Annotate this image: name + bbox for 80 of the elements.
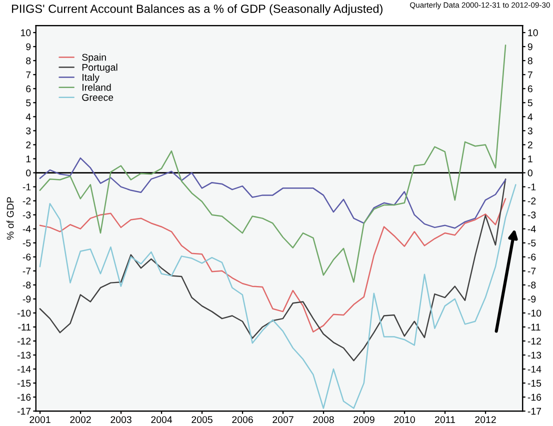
line-series xyxy=(39,157,506,229)
y2-tick-label: 10 xyxy=(528,29,538,36)
x-tick-label: 2012 xyxy=(475,416,496,424)
y2-tick-label: -3 xyxy=(528,212,536,218)
y-tick-label: -7 xyxy=(22,268,31,274)
y2-tick-label: 7 xyxy=(528,71,532,78)
y-tick-label: -3 xyxy=(22,212,31,218)
legend-label: Portugal xyxy=(82,64,118,73)
x-tick-label: 2008 xyxy=(313,416,334,424)
y2-tick-label: 0 xyxy=(528,169,532,176)
y2-tick-label: -16 xyxy=(528,394,542,401)
y-tick-label: -4 xyxy=(22,226,31,232)
y2-tick-label: -5 xyxy=(528,240,536,246)
y2-tick-label: -8 xyxy=(528,282,536,289)
y-tick-label: -12 xyxy=(17,338,31,345)
y-tick-label: 3 xyxy=(26,127,31,134)
x-tick-label: 2006 xyxy=(232,416,253,424)
x-tick-label: 2001 xyxy=(30,416,50,424)
y-tick-label: 0 xyxy=(26,169,31,176)
x-tick-label: 2010 xyxy=(394,416,415,424)
y2-tick-label: -12 xyxy=(528,338,542,345)
x-tick-label: 2011 xyxy=(435,416,455,424)
y2-tick-label: -15 xyxy=(528,380,542,387)
y-tick-label: 4 xyxy=(26,114,31,120)
y-tick-label: -1 xyxy=(22,184,31,190)
y2-tick-label: 5 xyxy=(528,100,532,106)
y2-tick-label: -17 xyxy=(528,408,542,415)
y2-tick-label: 6 xyxy=(528,85,532,92)
y-tick-label: 10 xyxy=(21,29,31,36)
y-tick-label: 9 xyxy=(26,43,31,50)
y-tick-label: 5 xyxy=(26,100,31,106)
y2-tick-label: -11 xyxy=(528,324,540,330)
y2-tick-label: -4 xyxy=(528,226,536,232)
x-tick-label: 2004 xyxy=(151,416,172,424)
y-tick-label: 1 xyxy=(26,156,31,162)
y-tick-label: -5 xyxy=(22,240,31,246)
y-tick-label: -2 xyxy=(22,198,31,204)
y-tick-label: -14 xyxy=(17,366,31,373)
y2-tick-label: -14 xyxy=(528,366,542,373)
legend-label: Spain xyxy=(82,54,106,63)
y-tick-label: -11 xyxy=(18,324,31,330)
x-tick-label: 2002 xyxy=(70,416,91,424)
y2-tick-label: 4 xyxy=(528,114,533,120)
x-tick-label: 2009 xyxy=(354,416,374,424)
line-series xyxy=(39,178,506,362)
y-tick-label: 2 xyxy=(26,141,31,148)
line-series xyxy=(39,44,506,283)
y2-tick-label: 3 xyxy=(528,127,532,134)
y-tick-label: -16 xyxy=(17,394,31,401)
y2-tick-label: -7 xyxy=(528,268,536,274)
y-tick-label: -8 xyxy=(22,282,31,289)
y2-tick-label: -10 xyxy=(528,310,542,317)
y-tick-label: -15 xyxy=(17,380,31,387)
legend-label: Greece xyxy=(82,94,114,101)
x-tick-label: 2003 xyxy=(110,416,132,424)
y2-tick-label: -9 xyxy=(528,296,536,303)
y2-tick-label: -1 xyxy=(528,184,536,190)
y2-tick-label: 9 xyxy=(528,43,532,50)
chart-title: PIIGS' Current Account Balances as a % of GDP (Seasonally Adjusted) xyxy=(12,4,382,16)
y-tick-label: 7 xyxy=(26,71,31,78)
y-axis-title: % of GDP xyxy=(6,197,14,240)
y2-tick-label: 2 xyxy=(528,141,532,148)
y-tick-label: 8 xyxy=(26,57,31,64)
y2-tick-label: -6 xyxy=(528,254,536,260)
legend-label: Ireland xyxy=(82,84,111,91)
y2-tick-label: -2 xyxy=(528,198,536,204)
y-tick-label: -6 xyxy=(22,254,31,260)
line-series xyxy=(39,184,516,409)
x-tick-label: 2005 xyxy=(192,416,212,424)
y2-tick-label: 1 xyxy=(528,156,532,162)
y-tick-label: -9 xyxy=(22,296,31,303)
line-series xyxy=(39,198,506,333)
y-tick-label: -13 xyxy=(17,352,31,359)
legend-label: Italy xyxy=(82,74,100,83)
x-tick-label: 2007 xyxy=(272,416,294,424)
y-tick-label: -10 xyxy=(17,310,31,317)
y2-tick-label: -13 xyxy=(528,352,542,359)
y-tick-label: 6 xyxy=(26,85,31,92)
y-tick-label: -17 xyxy=(17,408,31,415)
y2-tick-label: 8 xyxy=(528,57,532,64)
